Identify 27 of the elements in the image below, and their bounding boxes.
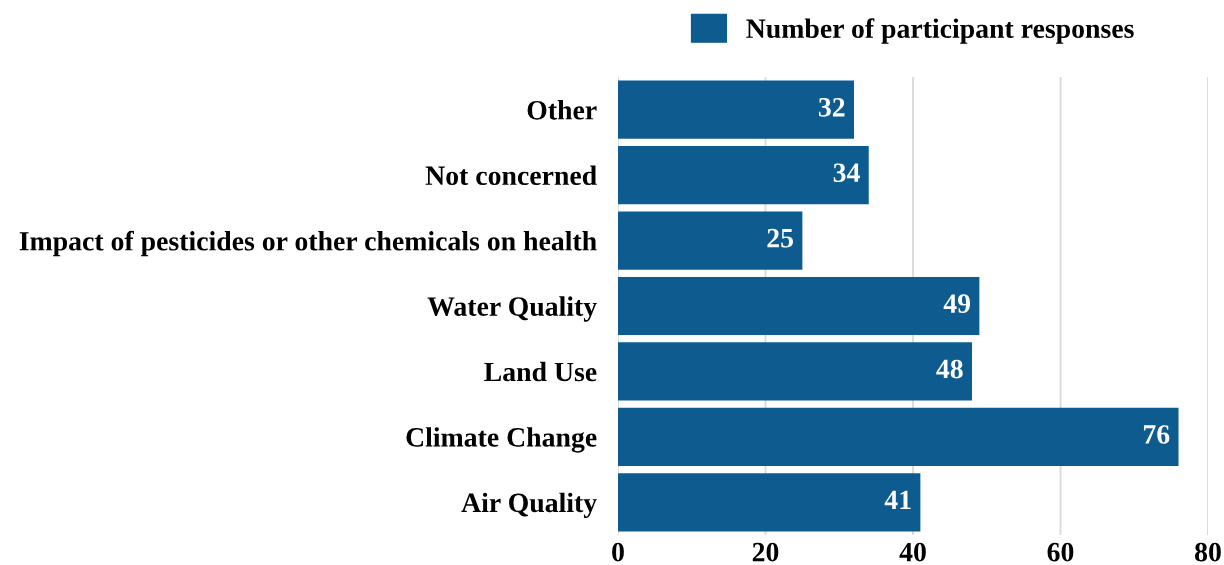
bar (618, 473, 921, 532)
y-tick-label: Water Quality (427, 296, 597, 322)
data-label: 41 (884, 490, 911, 509)
legend-label: Number of participant responses (746, 18, 1134, 44)
bar (618, 146, 869, 205)
y-tick-label: Climate Change (406, 427, 597, 453)
bar (618, 276, 980, 336)
data-label: 25 (767, 228, 794, 248)
data-label: 76 (1143, 425, 1170, 444)
bar (618, 80, 854, 139)
bar (618, 342, 972, 401)
y-tick-label: Land Use (484, 361, 597, 382)
data-label: 48 (936, 359, 963, 379)
y-tick-label: Impact of pesticides or other chemicals on health (19, 230, 597, 257)
y-tick-label: Not concerned (425, 165, 597, 186)
y-tick-label: Air Quality (461, 492, 597, 518)
x-tick-label: 40 (899, 542, 926, 562)
data-label: 32 (818, 98, 845, 117)
x-tick-label: 80 (1195, 542, 1221, 562)
x-tick-label: 60 (1047, 542, 1074, 562)
data-label: 34 (833, 163, 860, 183)
bar (618, 211, 803, 270)
x-tick-label: 20 (752, 542, 779, 562)
bar (618, 407, 1179, 466)
y-tick-label: Other (527, 100, 597, 120)
x-tick-label: 0 (612, 542, 624, 562)
data-label: 49 (943, 294, 971, 313)
